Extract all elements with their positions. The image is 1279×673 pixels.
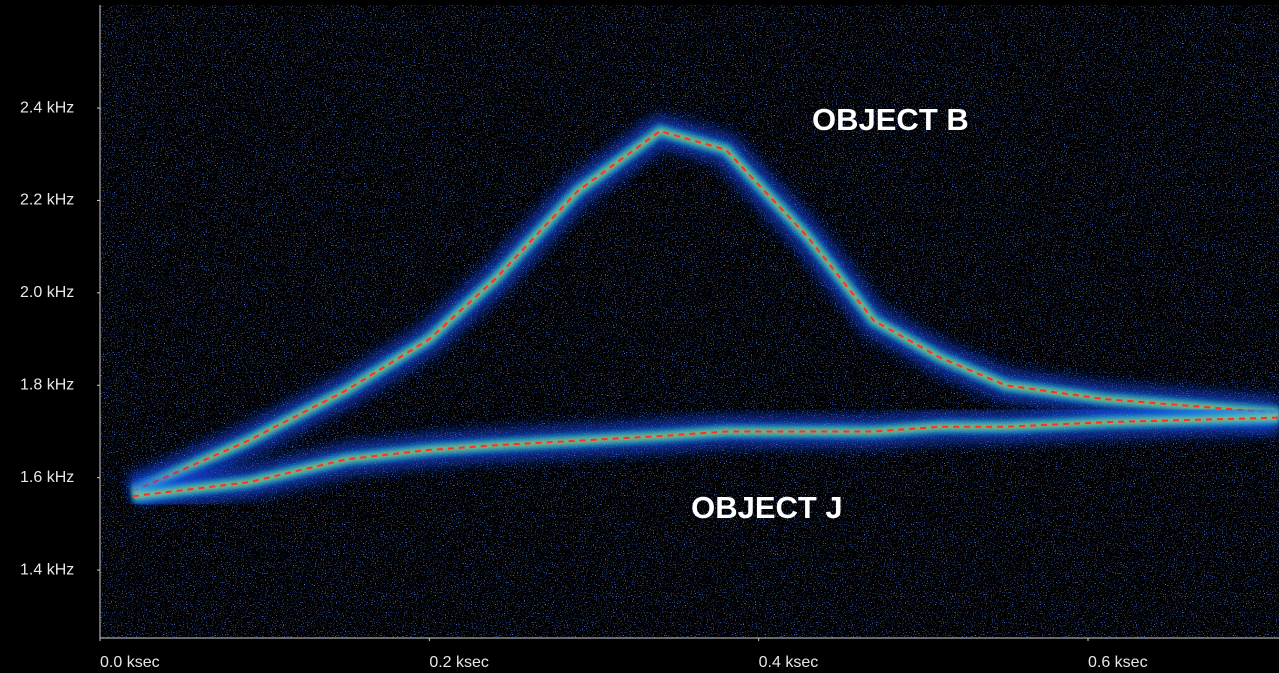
y-tick-label: 2.2 kHz [20, 192, 74, 209]
spectrogram-chart: 1.4 kHz 1.6 kHz 1.8 kHz 2.0 kHz 2.2 kHz 2.4 k… [0, 0, 1279, 673]
y-tick-label: 1.4 kHz [20, 561, 74, 578]
y-tick-label: 1.6 kHz [20, 469, 74, 486]
y-tick-label: 1.8 kHz [20, 376, 74, 393]
noise-texture [100, 5, 1279, 638]
x-tick-label: 0.2 ksec [429, 654, 489, 671]
y-tick-label: 2.4 kHz [20, 99, 74, 116]
page: 1.4 kHz 1.6 kHz 1.8 kHz 2.0 kHz 2.2 kHz 2.4 k… [0, 0, 1279, 673]
x-tick-label: 0.4 ksec [759, 654, 819, 671]
annotation: OBJECT J [691, 490, 843, 525]
y-tick-label: 2.0 kHz [20, 284, 74, 301]
annotation: OBJECT B [812, 102, 969, 137]
x-tick-label: 0.0 ksec [100, 654, 160, 671]
x-tick-label: 0.6 ksec [1088, 654, 1148, 671]
